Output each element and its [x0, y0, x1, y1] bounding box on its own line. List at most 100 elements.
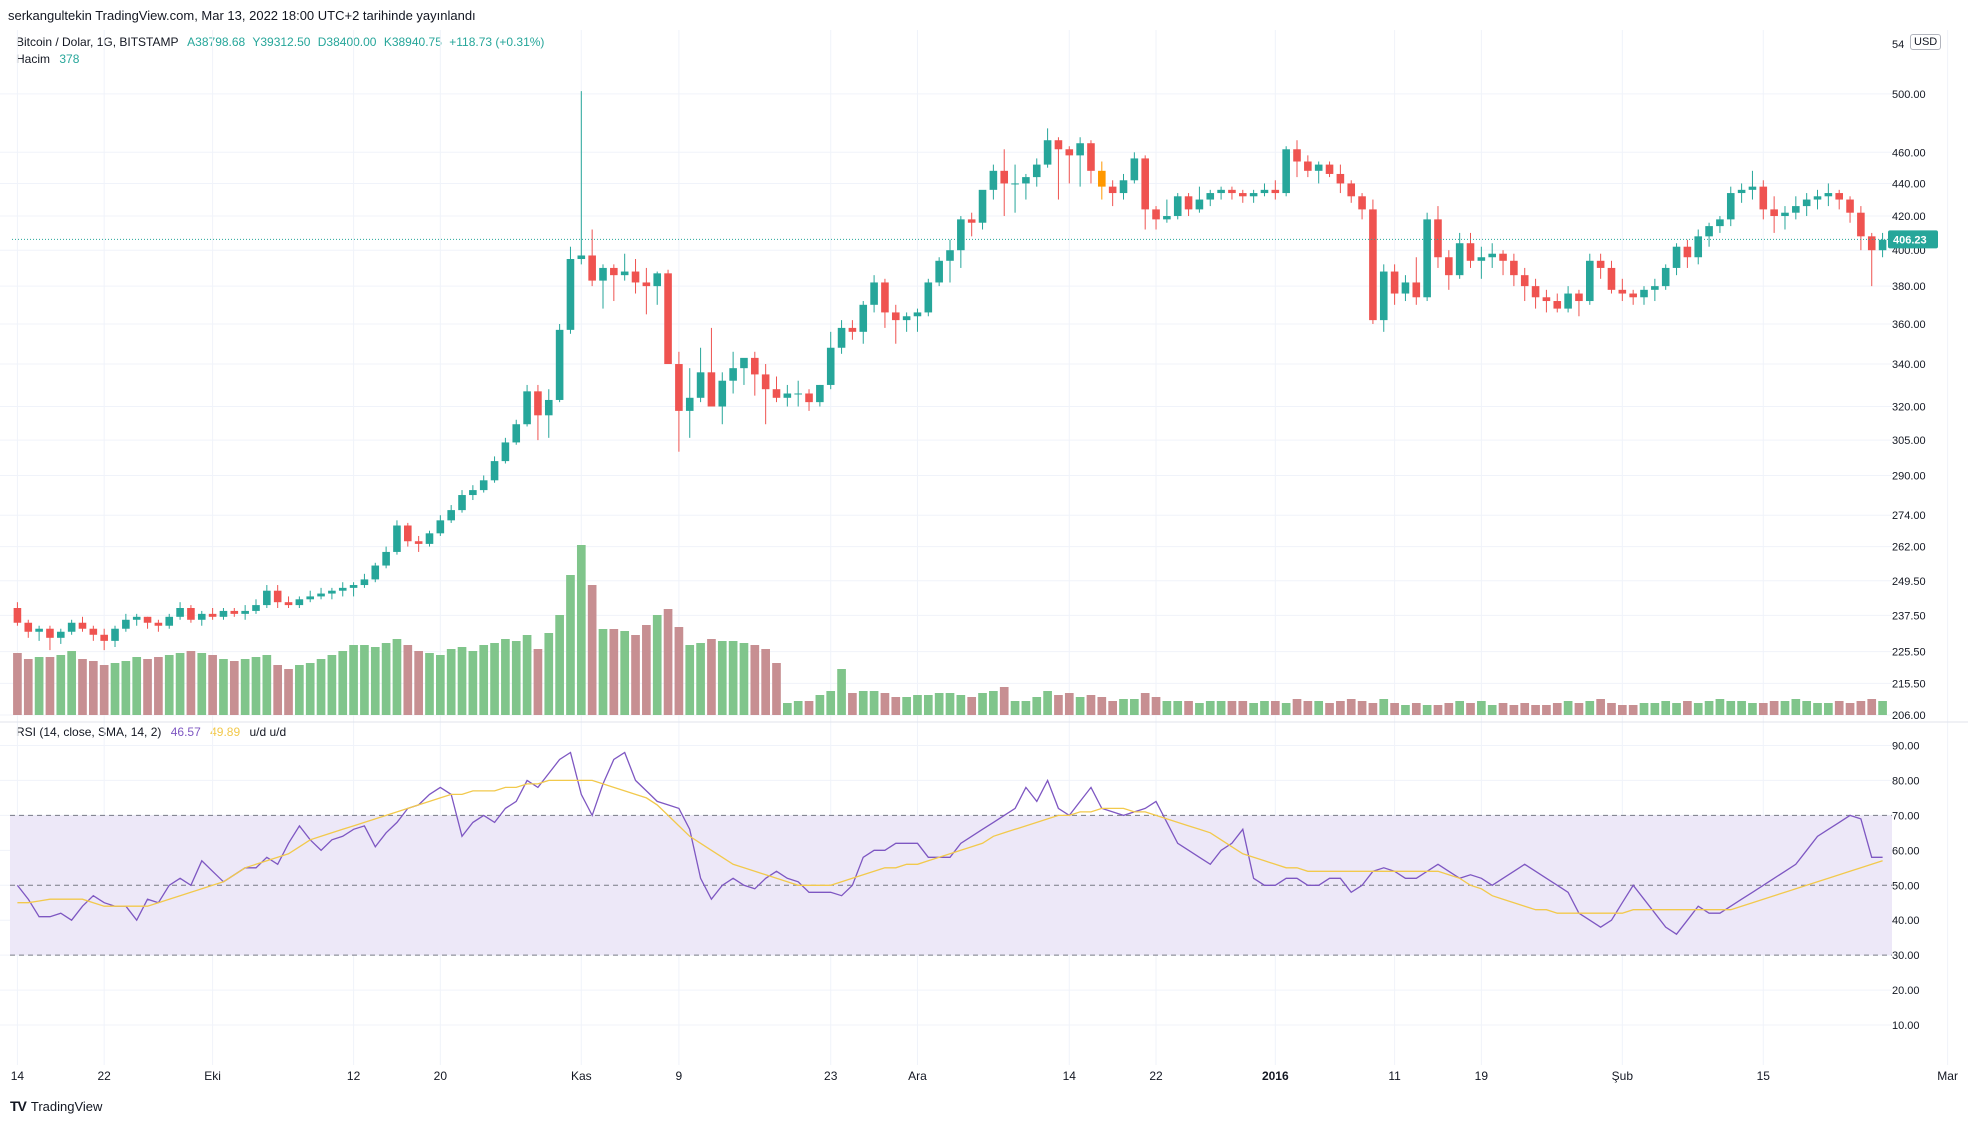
- volume-bar: [1520, 703, 1530, 715]
- volume-bar: [251, 657, 261, 715]
- volume-bar: [1119, 699, 1128, 715]
- price-tick-label: 290.00: [1892, 470, 1926, 482]
- candle-body: [425, 533, 434, 544]
- volume-bar: [1281, 703, 1291, 715]
- volume-bar: [99, 665, 109, 715]
- ohlc-row: Bitcoin / Dolar, 1G, BITSTAMP A38798.68 …: [16, 34, 544, 51]
- price-tick-label: 305.00: [1892, 435, 1926, 447]
- candle-body: [132, 616, 141, 620]
- candle-body: [219, 610, 228, 617]
- candle-body: [382, 551, 390, 566]
- volume-bar: [1010, 701, 1020, 715]
- volume-bar: [1422, 705, 1432, 715]
- volume-bar: [1574, 703, 1584, 715]
- candle-body: [1423, 219, 1431, 298]
- candle-body: [284, 602, 293, 606]
- volume-bar: [1270, 701, 1280, 715]
- candle-body: [469, 490, 477, 496]
- rsi-tick-label: 60.00: [1892, 845, 1920, 857]
- candle-body: [458, 495, 466, 511]
- volume-bar: [1455, 701, 1465, 715]
- candle-body: [1130, 158, 1139, 181]
- volume-bar: [652, 615, 662, 715]
- candle-body: [1759, 186, 1768, 210]
- candle-body: [1293, 149, 1301, 162]
- candle-body: [1163, 216, 1171, 220]
- volume-label[interactable]: Hacim: [16, 52, 51, 66]
- candle-body: [46, 628, 54, 638]
- candle-body: [1184, 196, 1193, 210]
- candle-body: [512, 424, 521, 443]
- candle-body: [1726, 193, 1735, 220]
- time-tick-label: 22: [1149, 1069, 1163, 1083]
- candle-body: [143, 616, 152, 623]
- volume-bar: [1607, 703, 1616, 715]
- volume-bar: [1075, 697, 1085, 715]
- candle-body: [1607, 267, 1616, 290]
- volume-bar: [1303, 701, 1313, 715]
- volume-bar: [728, 641, 738, 715]
- volume-bar: [631, 635, 640, 715]
- candle-body: [1618, 289, 1627, 294]
- candle-body: [902, 316, 911, 321]
- volume-bar: [967, 697, 977, 715]
- currency-badge[interactable]: USD: [1910, 34, 1942, 50]
- candle-body: [1694, 236, 1703, 258]
- rsi-tick-label: 80.00: [1892, 775, 1920, 787]
- candle-body: [176, 608, 184, 617]
- volume-bar: [1411, 703, 1421, 715]
- candle-body: [252, 605, 260, 611]
- candle-body: [1878, 239, 1887, 251]
- candle-body: [848, 327, 857, 332]
- candle-body: [1379, 271, 1388, 321]
- time-tick-label: 23: [824, 1069, 838, 1083]
- candle-body: [881, 282, 889, 313]
- volume-bar: [1639, 703, 1649, 715]
- price-tick-label: 54: [1892, 39, 1904, 51]
- candle-body: [1520, 275, 1529, 287]
- open-value: A38798.68: [187, 35, 246, 49]
- volume-bar: [1216, 701, 1226, 715]
- time-tick-label: Eki: [204, 1069, 221, 1083]
- volume-bar: [295, 665, 304, 715]
- rsi-title[interactable]: RSI (14, close, SMA, 14, 2): [16, 725, 162, 739]
- volume-bar: [154, 657, 163, 715]
- footer-brand[interactable]: TV TradingView: [10, 1098, 102, 1114]
- volume-bar: [1585, 701, 1595, 715]
- candle-body: [1445, 257, 1453, 276]
- price-tick-label: 274.00: [1892, 510, 1926, 522]
- candle-body: [371, 565, 380, 580]
- price-tick-label: 215.50: [1892, 678, 1926, 690]
- volume-bar: [208, 655, 217, 715]
- volume-bar: [1487, 705, 1497, 715]
- time-tick-label: 2016: [1262, 1069, 1289, 1083]
- candle-body: [187, 608, 195, 620]
- volume-bar: [284, 669, 293, 715]
- candle-body: [1466, 243, 1475, 261]
- volume-bar: [956, 695, 966, 715]
- volume-bar: [219, 659, 228, 715]
- candle-body: [1390, 271, 1399, 294]
- symbol-label[interactable]: Bitcoin / Dolar, 1G, BITSTAMP: [16, 35, 179, 49]
- rsi-tick-label: 70.00: [1892, 810, 1920, 822]
- volume-bar: [1758, 703, 1768, 715]
- candle-body: [696, 372, 705, 398]
- volume-bar: [891, 697, 901, 715]
- low-value: D38400.00: [317, 35, 377, 49]
- time-tick-label: Mar: [1937, 1069, 1958, 1083]
- candle-body: [67, 622, 76, 632]
- candle-body: [13, 608, 22, 623]
- candle-body: [1401, 282, 1410, 294]
- last-price-label: 406.23: [1893, 234, 1927, 246]
- volume-bar: [685, 645, 695, 715]
- volume-bar: [945, 693, 955, 715]
- volume-bar: [1390, 703, 1399, 715]
- volume-bar: [501, 639, 510, 715]
- candle-body: [1000, 170, 1009, 184]
- price-tick-label: 206.00: [1892, 710, 1926, 722]
- candle-body: [1043, 140, 1052, 165]
- volume-bar: [1802, 701, 1812, 715]
- candle-body: [1737, 189, 1746, 194]
- candle-body: [989, 170, 998, 190]
